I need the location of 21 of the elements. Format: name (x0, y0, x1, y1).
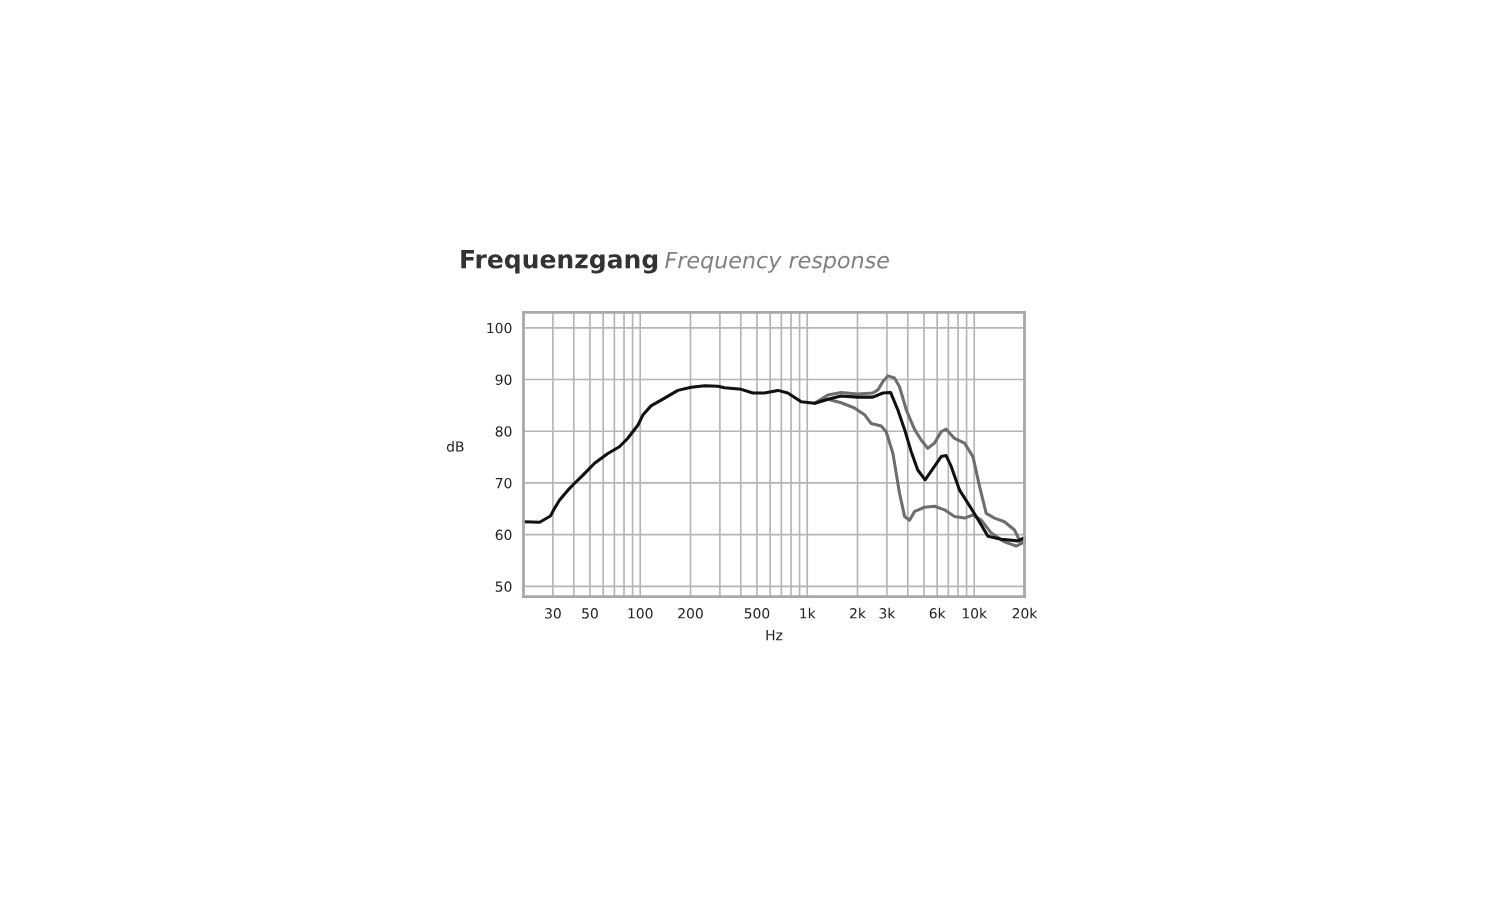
x-tick-label: 10k (962, 607, 988, 619)
x-tick-label: 3k (879, 607, 896, 619)
x-tick-label: 100 (628, 608, 653, 619)
x-tick-label: 1k (800, 607, 816, 619)
chart-subtitle: Frequency response (665, 252, 889, 273)
x-tick-label: 200 (678, 608, 703, 619)
y-tick-label: 100 (487, 322, 512, 334)
y-tick-label: 60 (495, 529, 512, 541)
x-tick-label: 30 (545, 608, 561, 619)
y-tick-label: 90 (495, 374, 512, 385)
y-tick-label: 50 (495, 581, 512, 592)
x-tick-label: 20k (1012, 607, 1038, 619)
x-tick-label: 2k (850, 607, 866, 619)
y-tick-label: 70 (495, 477, 512, 489)
x-tick-label: 6k (929, 607, 946, 619)
x-axis-title: Hz (766, 630, 783, 641)
y-tick-label: 80 (495, 426, 512, 437)
x-tick-label: 50 (582, 608, 598, 619)
chart-title: Frequenzgang (461, 249, 658, 274)
y-axis-title: dB (446, 441, 464, 452)
x-tick-label: 500 (744, 608, 770, 619)
